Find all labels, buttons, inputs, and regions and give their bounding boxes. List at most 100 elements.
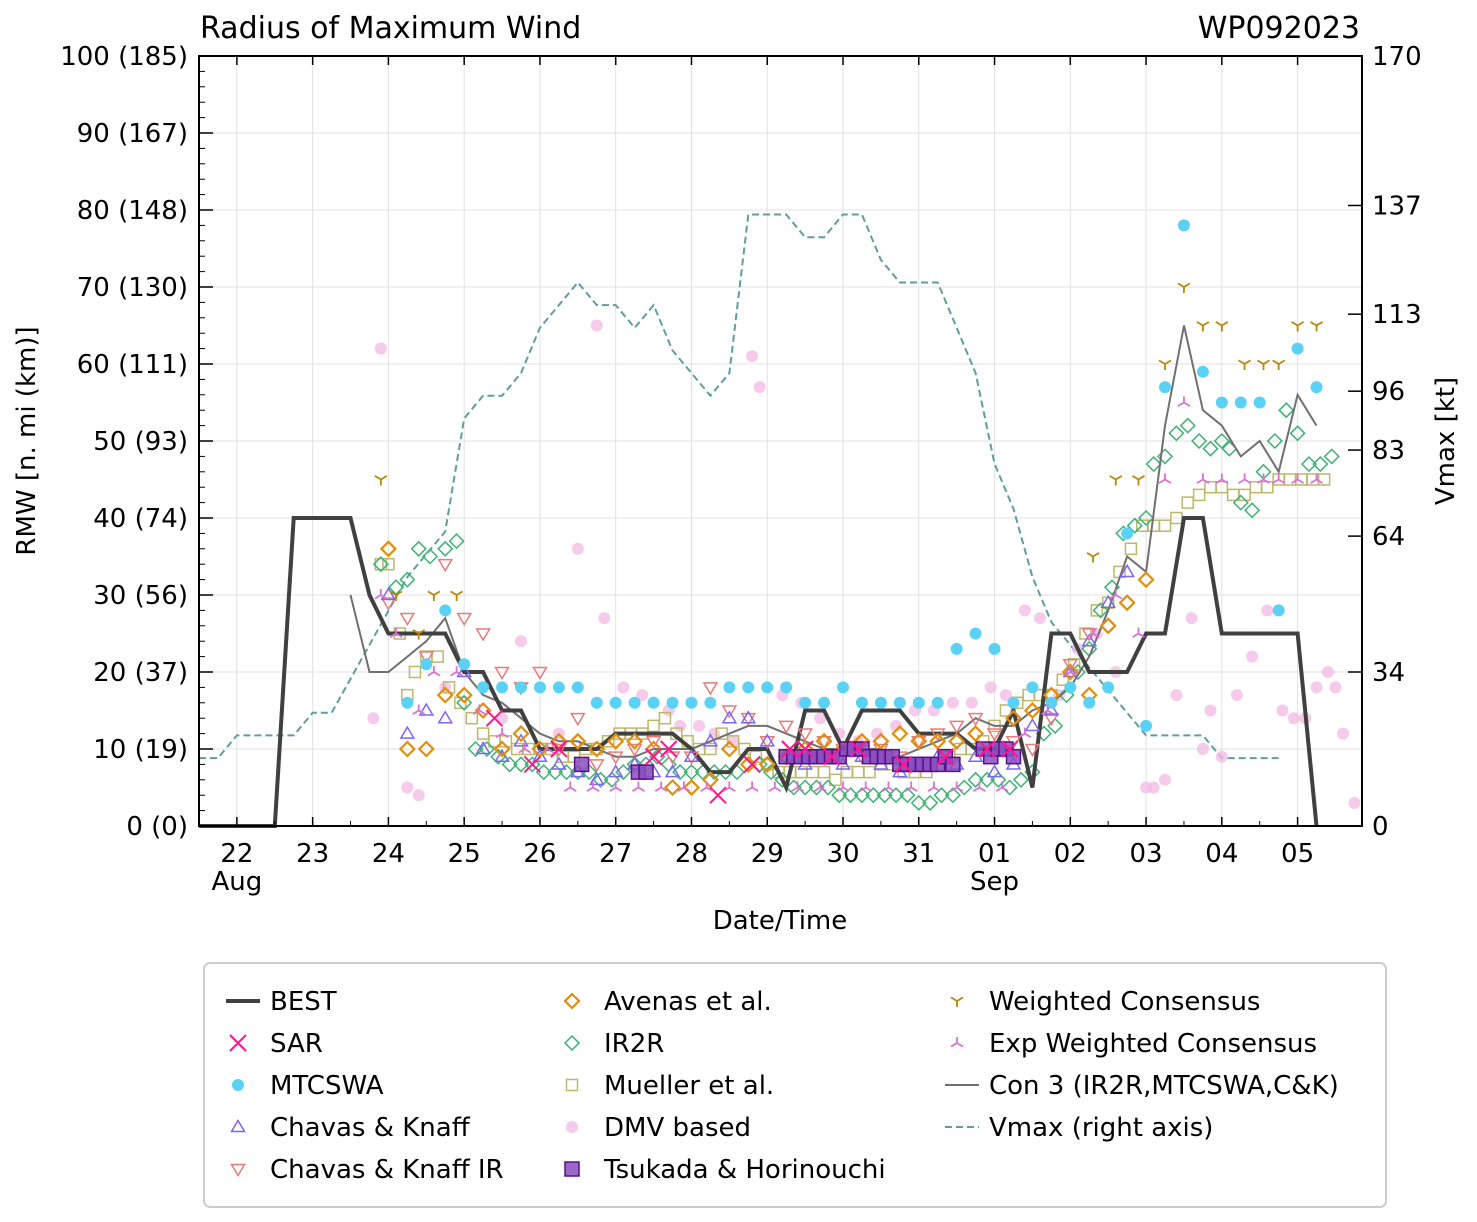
legend-item-mtcswa: MTCSWA	[232, 1071, 384, 1101]
y-tick-label: 0 (0)	[126, 812, 188, 842]
y-axis-label: RMW [n. mi (km)]	[12, 326, 42, 555]
x-tick-label: 26	[523, 839, 556, 869]
legend-swatch	[564, 1161, 580, 1177]
x-tick-label: 22	[220, 839, 253, 869]
point-ir2r	[1300, 456, 1318, 473]
point-ewc	[950, 781, 964, 792]
x-axis-label: Date/Time	[713, 906, 848, 936]
point-ckir	[645, 736, 662, 750]
point-mueller	[829, 773, 842, 787]
point-dmv	[1321, 666, 1334, 678]
point-mtcswa	[988, 642, 1001, 655]
point-ir2r	[956, 779, 973, 796]
point-dmv	[1261, 604, 1274, 617]
point-dmv	[598, 612, 611, 625]
y-tick-label: 50 (93)	[93, 427, 188, 457]
x-tick-label: 04	[1205, 839, 1238, 869]
legend-label: DMV based	[604, 1113, 751, 1143]
point-sar	[644, 747, 663, 766]
point-ckir	[778, 720, 794, 734]
point-ewc	[412, 704, 426, 715]
point-mtcswa	[969, 627, 982, 640]
point-dmv	[946, 696, 959, 709]
point-ir2r	[1202, 440, 1219, 457]
y2-tick-label: 113	[1372, 300, 1422, 330]
point-avenas	[720, 740, 738, 758]
point-mtcswa	[1102, 681, 1115, 694]
point-ir2r	[944, 787, 961, 804]
point-ewc	[1018, 727, 1032, 738]
point-ewc	[389, 627, 403, 638]
point-wc	[1109, 475, 1123, 486]
point-ewc	[495, 727, 509, 738]
point-sar	[523, 755, 542, 774]
point-ewc	[791, 781, 805, 792]
point-ckir	[1024, 743, 1041, 757]
point-ewc	[427, 666, 441, 677]
legend-item-ir2r: IR2R	[563, 1029, 664, 1059]
point-ck	[437, 710, 454, 724]
point-dmv	[1033, 612, 1046, 625]
point-ewc	[563, 781, 577, 792]
point-ck	[551, 756, 567, 770]
legend-swatch	[230, 1163, 246, 1177]
point-ir2r	[853, 787, 871, 804]
legend-swatch	[565, 1078, 579, 1092]
point-mueller	[1124, 542, 1138, 556]
x-tick-label: 28	[675, 839, 708, 869]
point-ck	[664, 764, 681, 778]
legend-swatch	[229, 1034, 247, 1052]
point-ckir	[683, 751, 700, 765]
point-ewc	[374, 589, 388, 600]
point-ckir	[607, 751, 624, 765]
point-mueller	[601, 735, 615, 748]
point-ck	[588, 771, 605, 786]
point-ck	[418, 702, 435, 716]
legend-item-ewc: Exp Weighted Consensus	[950, 1029, 1317, 1059]
point-avenas	[379, 540, 397, 558]
point-mtcswa	[1026, 681, 1039, 694]
legend-swatch	[950, 996, 964, 1007]
point-ir2r	[1244, 502, 1261, 519]
point-ckir	[797, 728, 813, 742]
point-mueller	[1249, 480, 1263, 494]
point-avenas	[891, 725, 909, 743]
point-ewc	[541, 743, 554, 754]
point-mtcswa	[571, 681, 584, 694]
point-ir2r	[797, 779, 814, 796]
point-ck	[1081, 633, 1098, 647]
point-ir2r	[1145, 456, 1162, 473]
point-ewc	[768, 781, 782, 792]
point-mtcswa	[1177, 219, 1190, 232]
point-mueller	[374, 557, 388, 571]
point-mtcswa	[458, 658, 471, 671]
point-wc	[1086, 552, 1100, 563]
point-ckir	[967, 712, 984, 727]
point-avenas	[967, 725, 985, 743]
y2-tick-label: 0	[1372, 812, 1389, 842]
point-ckir	[721, 705, 738, 719]
point-ir2r	[842, 787, 859, 804]
point-mtcswa	[931, 696, 944, 709]
point-ir2r	[1012, 771, 1030, 788]
point-ewc	[1063, 666, 1077, 677]
point-mueller	[817, 765, 831, 779]
y2-axis-label: Vmax [kt]	[1431, 377, 1461, 505]
point-ir2r	[1278, 402, 1295, 419]
point-dmv	[1204, 704, 1217, 717]
point-dmv	[999, 689, 1012, 702]
x-tick-sublabel: Aug	[211, 867, 262, 897]
point-ir2r	[1266, 432, 1283, 450]
point-tsukada	[573, 756, 590, 773]
point-ir2r	[899, 787, 916, 804]
point-ckir	[740, 712, 757, 727]
point-ir2r	[865, 787, 882, 804]
legend-item-ckir: Chavas & Knaff IR	[230, 1155, 504, 1185]
point-mtcswa	[1291, 342, 1304, 355]
legend-item-wc: Weighted Consensus	[950, 987, 1260, 1017]
point-wc	[1257, 359, 1270, 370]
point-wc	[1215, 321, 1229, 332]
point-ir2r	[410, 540, 427, 557]
point-sar	[796, 740, 814, 758]
